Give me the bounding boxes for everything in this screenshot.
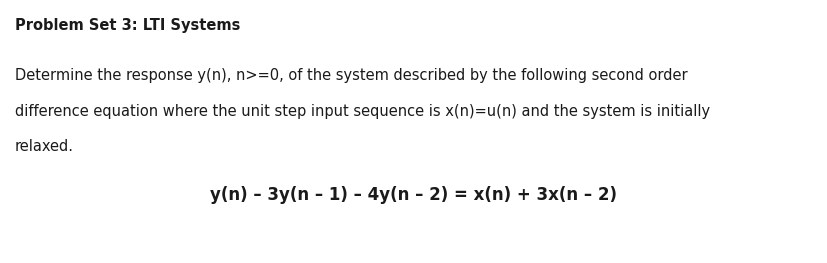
Text: difference equation where the unit step input sequence is x(n)=u(n) and the syst: difference equation where the unit step … <box>15 104 710 119</box>
Text: y(n) – 3y(n – 1) – 4y(n – 2) = x(n) + 3x(n – 2): y(n) – 3y(n – 1) – 4y(n – 2) = x(n) + 3x… <box>210 186 617 204</box>
Text: Problem Set 3: LTI Systems: Problem Set 3: LTI Systems <box>15 18 240 33</box>
Text: Determine the response y(n), n>=0, of the system described by the following seco: Determine the response y(n), n>=0, of th… <box>15 68 686 83</box>
Text: relaxed.: relaxed. <box>15 139 74 154</box>
